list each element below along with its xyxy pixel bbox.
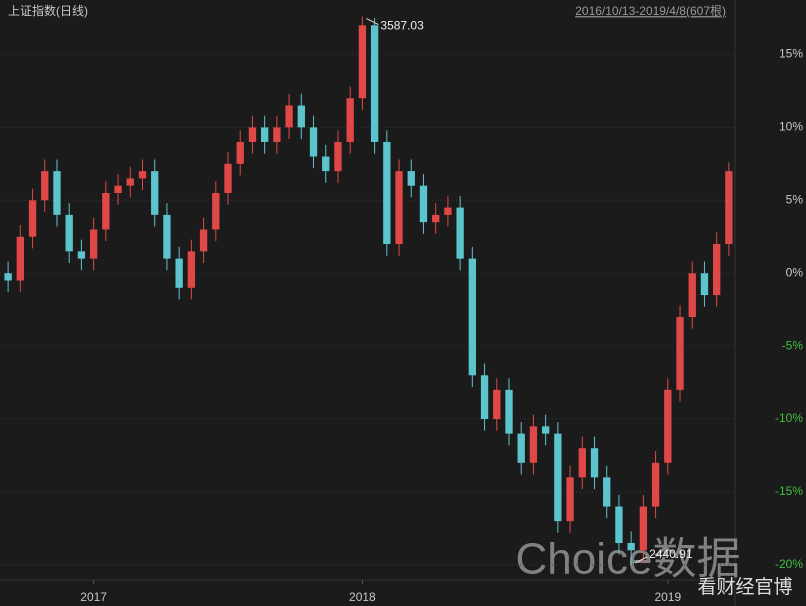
x-tick-label: 2017 <box>80 590 107 604</box>
annotation-arrow <box>634 556 648 564</box>
candle-body <box>322 156 330 172</box>
candle-body <box>236 141 244 164</box>
watermark: Choice数据 <box>516 535 741 584</box>
annotation-arrow <box>366 18 379 25</box>
candle-body <box>615 506 623 543</box>
candle-body <box>505 389 513 434</box>
candle-body <box>163 214 171 259</box>
candle-body <box>529 426 538 463</box>
candle-body <box>480 375 489 420</box>
candle-body <box>16 236 24 281</box>
candle-body <box>273 127 281 142</box>
candle-body <box>138 171 147 179</box>
candle-body <box>151 171 159 215</box>
candle-body <box>41 171 49 201</box>
candle-body <box>260 127 269 142</box>
candle-body <box>688 273 696 317</box>
candle-body <box>676 316 684 390</box>
candle-body <box>187 251 196 288</box>
candle-body <box>383 141 391 245</box>
y-tick-label: 10% <box>779 120 803 134</box>
candle-body <box>102 193 110 230</box>
candle-body <box>395 171 403 245</box>
candle-body <box>77 251 86 259</box>
candle-body <box>346 98 354 142</box>
candle-body <box>664 389 672 463</box>
candle-body <box>603 477 611 507</box>
x-tick-label: 2019 <box>654 590 681 604</box>
candle-body <box>554 433 562 522</box>
candle-body <box>89 229 98 259</box>
candle-body <box>541 426 550 434</box>
candle-body <box>126 178 134 186</box>
candle-body <box>114 185 122 193</box>
candle-body <box>713 244 721 296</box>
candle-body <box>444 207 452 215</box>
candle-body <box>432 214 440 223</box>
candle-body <box>627 543 635 551</box>
candle-body <box>65 214 73 252</box>
candle-body <box>297 105 305 128</box>
candle-body <box>700 273 709 296</box>
min-annotation: 2440.91 <box>649 547 693 561</box>
candle-body <box>456 207 464 259</box>
candle-body <box>224 163 232 193</box>
candle-body <box>309 127 318 157</box>
candle-body <box>651 462 660 507</box>
candle-body <box>468 258 477 376</box>
candle-body <box>212 193 220 230</box>
candle-body <box>4 273 12 281</box>
candle-body <box>517 433 525 463</box>
y-tick-label: -20% <box>775 557 803 571</box>
candle-body <box>419 185 428 223</box>
chart-title: 上证指数(日线) <box>8 3 88 18</box>
candle-body <box>199 229 208 252</box>
candle-body <box>248 127 257 142</box>
candle-body <box>566 477 574 522</box>
candle-body <box>590 448 599 478</box>
y-tick-label: -15% <box>775 484 803 498</box>
candle-body <box>493 389 501 420</box>
candle-body <box>285 105 293 128</box>
candle-body <box>358 25 367 99</box>
y-tick-label: 5% <box>786 192 804 206</box>
candle-body <box>175 258 183 288</box>
y-tick-label: 15% <box>779 47 803 61</box>
max-annotation: 3587.03 <box>380 19 424 33</box>
source: 看财经官博 <box>697 576 792 598</box>
candle-body <box>578 448 586 478</box>
y-tick-label: -5% <box>782 338 804 352</box>
candle-body <box>334 141 342 172</box>
candle-body <box>53 171 61 215</box>
y-tick-label: -10% <box>775 411 803 425</box>
candle-body <box>407 171 415 186</box>
candle-body <box>28 200 37 237</box>
y-tick-label: 0% <box>786 265 804 279</box>
candle-body <box>370 25 379 142</box>
candle-body <box>725 171 733 245</box>
candle-body <box>639 506 648 551</box>
x-tick-label: 2018 <box>349 590 376 604</box>
date-range: 2016/10/13-2019/4/8(607根) <box>575 4 726 18</box>
